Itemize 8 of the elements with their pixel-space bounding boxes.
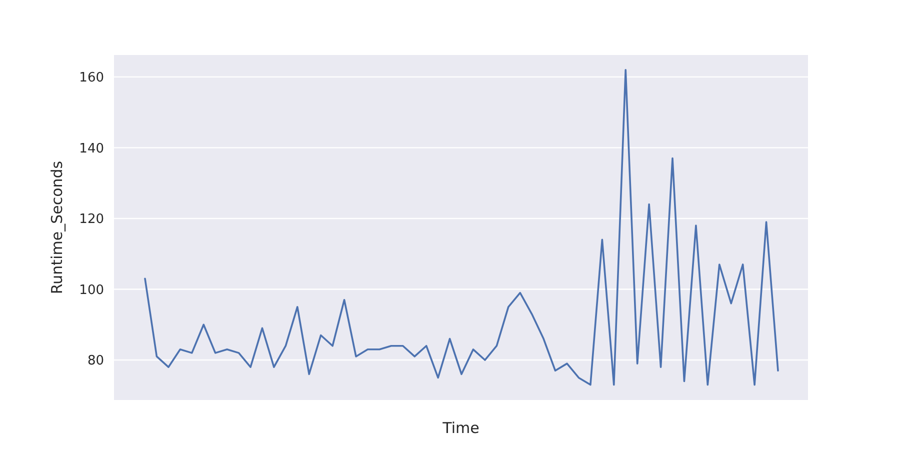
y-axis-title: Runtime_Seconds <box>48 160 66 294</box>
y-tick-label: 140 <box>79 141 104 156</box>
y-tick-label: 160 <box>79 70 104 86</box>
line-series <box>144 68 779 386</box>
y-tick-label: 120 <box>79 212 104 228</box>
x-axis-title: Time <box>442 419 480 437</box>
y-tick-label: 100 <box>79 282 104 298</box>
y-tick-label: 80 <box>87 354 104 369</box>
